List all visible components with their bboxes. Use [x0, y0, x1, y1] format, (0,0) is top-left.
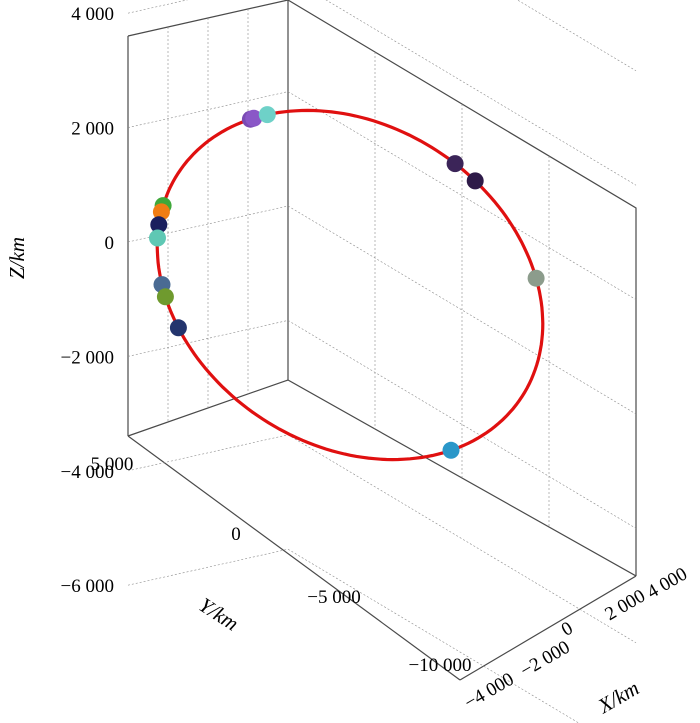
box-frame — [127, 0, 637, 681]
grid-line-z-6 — [127, 548, 580, 723]
x-tick-label-4: 4 000 — [643, 563, 691, 603]
satellite-point-13 — [442, 441, 460, 459]
satellite-point-12 — [169, 319, 187, 337]
satellite-point-1 — [245, 109, 263, 127]
satellite-point-3 — [446, 155, 464, 173]
satellite-point-5 — [527, 269, 545, 287]
orbit-path — [155, 108, 545, 462]
satellite-point-4 — [466, 172, 484, 190]
grid-line-z-2 — [127, 91, 637, 300]
satellite-points — [149, 106, 545, 459]
y-axis-label: Y/km — [195, 593, 243, 636]
z-tick-label-3: 0 — [105, 233, 115, 254]
satellite-point-11 — [156, 288, 174, 306]
grid-line-z-4 — [127, 320, 637, 529]
y-tick-label-1: 0 — [231, 524, 241, 545]
y-tick-label-3: −10 000 — [409, 655, 472, 676]
z-tick-label-1: 4 000 — [71, 4, 114, 25]
satellite-point-9 — [149, 229, 166, 247]
x-tick-label-3: 2 000 — [601, 585, 649, 625]
z-tick-label-4: −2 000 — [61, 347, 114, 368]
grid-line-z-0 — [516, 0, 637, 72]
satellite-point-7 — [152, 203, 170, 221]
z-tick-label-5: −4 000 — [61, 462, 114, 483]
z-axis-label: Z/km — [5, 237, 29, 279]
y-tick-label-0: 5 000 — [91, 454, 134, 475]
x-tick-label-1: −2 000 — [517, 637, 574, 682]
y-tick-label-2: −5 000 — [307, 587, 360, 608]
grid-line-z-1 — [127, 0, 637, 186]
z-tick-label-6: −6 000 — [61, 576, 114, 597]
satellite-point-8 — [150, 216, 168, 234]
z-tick-label-2: 2 000 — [71, 119, 114, 140]
grid-line-z-3 — [127, 205, 637, 415]
x-axis-label: X/km — [593, 676, 643, 719]
satellite-point-2 — [258, 106, 276, 124]
y-axis-ticks: 5 000 0 −5 000 −10 000 — [91, 454, 472, 676]
